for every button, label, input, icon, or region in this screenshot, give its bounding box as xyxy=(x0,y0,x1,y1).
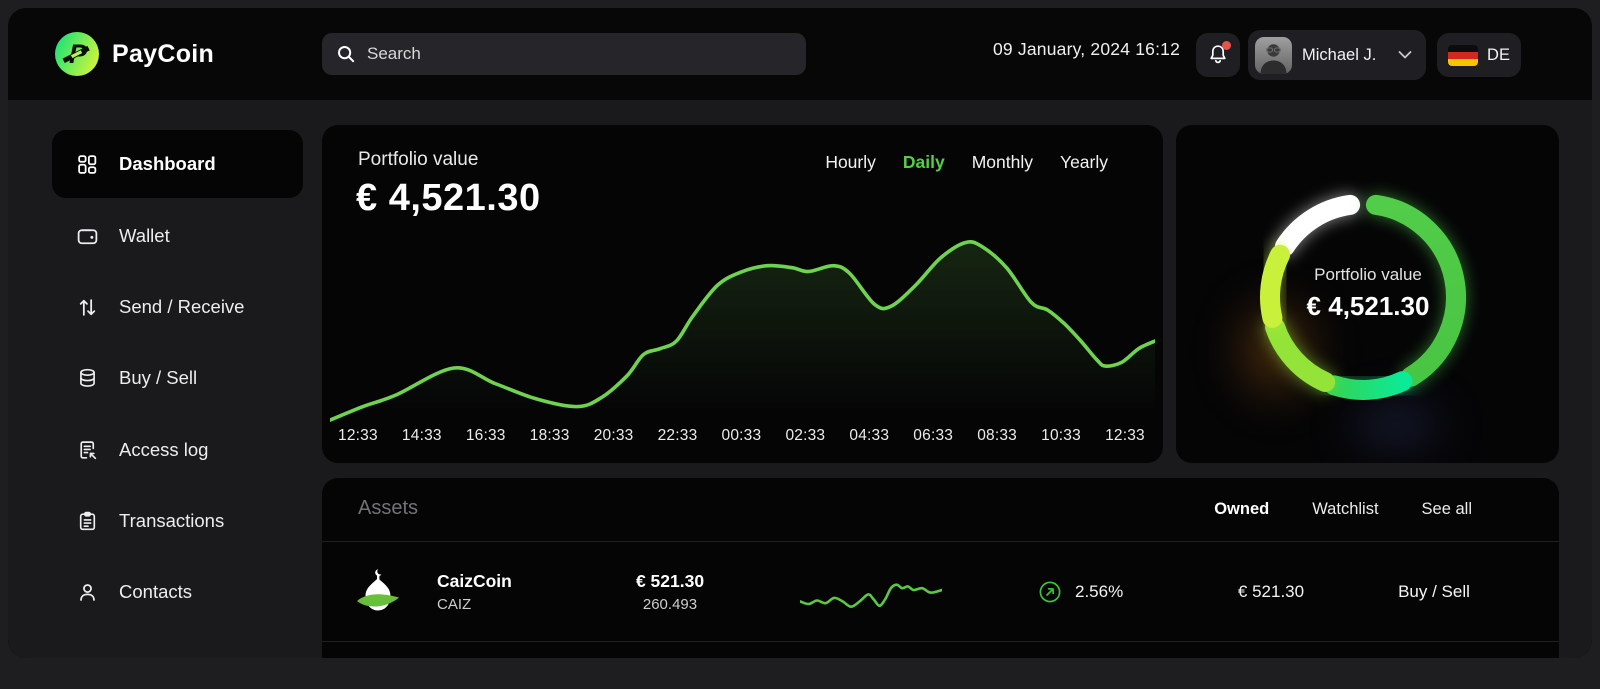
donut-center-label: Portfolio value € 4,521.30 xyxy=(1273,265,1463,322)
segment-spring-green xyxy=(1324,371,1413,400)
x-axis-label: 22:33 xyxy=(657,427,698,444)
coin-change: 2.56% xyxy=(1038,580,1123,604)
coin-sparkline-chart xyxy=(800,583,942,608)
dashboard-icon xyxy=(78,154,97,174)
send-receive-icon xyxy=(79,298,96,316)
portfolio-card: Portfolio value € 4,521.30 Hourly Daily … xyxy=(322,125,1163,463)
tab-see-all[interactable]: See all xyxy=(1421,500,1472,518)
paycoin-logo: P xyxy=(55,32,99,76)
assets-card: Assets Owned Watchlist See all CaizCoin … xyxy=(322,478,1559,658)
asset-row-caizcoin[interactable]: CaizCoin CAIZ € 521.30 260.493 2.56% € 5… xyxy=(322,542,1559,641)
sidebar-item-label: Dashboard xyxy=(119,153,216,174)
tab-yearly[interactable]: Yearly xyxy=(1060,152,1108,172)
sidebar-item-send-receive[interactable]: Send / Receive xyxy=(52,273,303,341)
brand-title: PayCoin xyxy=(112,40,215,68)
access-log-icon xyxy=(80,440,97,459)
wallet-icon xyxy=(77,228,98,244)
chevron-down-icon xyxy=(1398,51,1412,59)
tab-owned[interactable]: Owned xyxy=(1214,500,1270,518)
segment-white xyxy=(1275,194,1361,257)
sidebar-item-dashboard[interactable]: Dashboard xyxy=(52,130,303,198)
language-selector[interactable]: DE xyxy=(1437,33,1521,77)
coin-holdings: 260.493 xyxy=(642,595,698,613)
x-axis-label: 12:33 xyxy=(338,427,378,444)
sidebar-item-buy-sell[interactable]: Buy / Sell xyxy=(52,344,303,412)
segment-green xyxy=(1365,194,1466,387)
sidebar-item-label: Contacts xyxy=(119,581,193,602)
row-divider xyxy=(322,641,1559,642)
tab-daily[interactable]: Daily xyxy=(902,152,945,172)
assets-tabs: Owned Watchlist See all xyxy=(1214,500,1472,519)
notification-dot xyxy=(1222,41,1231,50)
sidebar-item-label: Access log xyxy=(119,439,209,460)
portfolio-title: Portfolio value xyxy=(358,149,479,170)
sidebar-item-wallet[interactable]: Wallet xyxy=(52,202,303,270)
sidebar-item-label: Buy / Sell xyxy=(119,367,198,388)
x-axis-labels: 12:33 14:33 16:33 18:33 20:33 22:33 00:33 02:33… xyxy=(338,427,1145,445)
allocation-card: Portfolio value € 4,521.30 xyxy=(1176,125,1559,463)
x-axis-label: 14:33 xyxy=(401,427,442,444)
search-icon xyxy=(338,46,355,63)
arrow-up-right-circle-icon xyxy=(1039,581,1061,602)
assets-title: Assets xyxy=(358,497,419,519)
avatar xyxy=(1255,36,1292,74)
x-axis-label: 04:33 xyxy=(849,427,890,444)
coin-symbol: CAIZ xyxy=(437,595,472,613)
tab-monthly[interactable]: Monthly xyxy=(971,152,1033,172)
range-tabs: Hourly Daily Monthly Yearly xyxy=(825,152,1108,173)
x-axis-label: 00:33 xyxy=(721,427,762,444)
x-axis-label: 20:33 xyxy=(593,427,634,444)
sidebar-item-label: Transactions xyxy=(119,510,225,531)
sidebar-item-label: Wallet xyxy=(119,225,170,246)
segment-yellow-green xyxy=(1265,317,1336,392)
buy-sell-button[interactable]: Buy / Sell xyxy=(1398,581,1470,601)
notifications-button[interactable] xyxy=(1196,33,1240,77)
search-input[interactable] xyxy=(367,44,792,64)
content-area: Dashboard Wallet Send / Receive xyxy=(8,100,1592,658)
segment-lime xyxy=(1260,244,1291,328)
contacts-icon xyxy=(80,583,95,601)
app-window: P PayCoin 09 January, 2024 16:12 xyxy=(8,8,1592,658)
language-code: DE xyxy=(1487,45,1510,64)
coin-change-percent: 2.56% xyxy=(1075,581,1124,601)
portfolio-value: € 4,521.30 xyxy=(356,177,541,219)
coin-name-block: CaizCoin CAIZ xyxy=(437,571,512,613)
search-bar[interactable] xyxy=(322,33,806,75)
donut-center-title: Portfolio value xyxy=(1314,265,1422,284)
x-axis-label: 06:33 xyxy=(913,427,954,444)
german-flag-icon xyxy=(1448,44,1479,66)
caizcoin-icon xyxy=(357,567,399,610)
top-bar: P PayCoin 09 January, 2024 16:12 xyxy=(8,8,1592,100)
paycoin-logo-glyph: P xyxy=(62,39,90,69)
user-menu[interactable]: Michael J. xyxy=(1248,30,1426,80)
portfolio-line-chart xyxy=(330,240,1155,430)
allocation-donut-chart xyxy=(1260,194,1466,400)
x-axis-label: 08:33 xyxy=(977,427,1018,444)
tab-watchlist[interactable]: Watchlist xyxy=(1312,500,1379,518)
coin-total-value: € 521.30 xyxy=(1237,581,1305,601)
row-divider xyxy=(322,541,1559,542)
x-axis-label: 10:33 xyxy=(1041,427,1081,444)
user-name: Michael J. xyxy=(1302,45,1377,64)
bell-icon xyxy=(1210,45,1226,64)
coins-icon xyxy=(80,368,95,387)
sidebar-item-label: Send / Receive xyxy=(119,296,245,317)
datetime-display: 09 January, 2024 16:12 xyxy=(993,39,1180,59)
transactions-icon xyxy=(79,511,96,530)
x-axis-label: 18:33 xyxy=(529,427,570,444)
coin-name: CaizCoin xyxy=(437,570,512,591)
coin-price-block: € 521.30 260.493 xyxy=(590,571,750,613)
x-axis-label: 12:33 xyxy=(1105,427,1145,444)
sidebar-item-access-log[interactable]: Access log xyxy=(52,416,303,484)
tab-hourly[interactable]: Hourly xyxy=(825,152,876,172)
x-axis-label: 02:33 xyxy=(785,427,826,444)
sidebar-item-contacts[interactable]: Contacts xyxy=(52,558,303,626)
x-axis-label: 16:33 xyxy=(465,427,506,444)
sidebar-item-transactions[interactable]: Transactions xyxy=(52,487,303,555)
coin-price: € 521.30 xyxy=(635,570,705,591)
donut-center-value: € 4,521.30 xyxy=(1306,291,1430,321)
